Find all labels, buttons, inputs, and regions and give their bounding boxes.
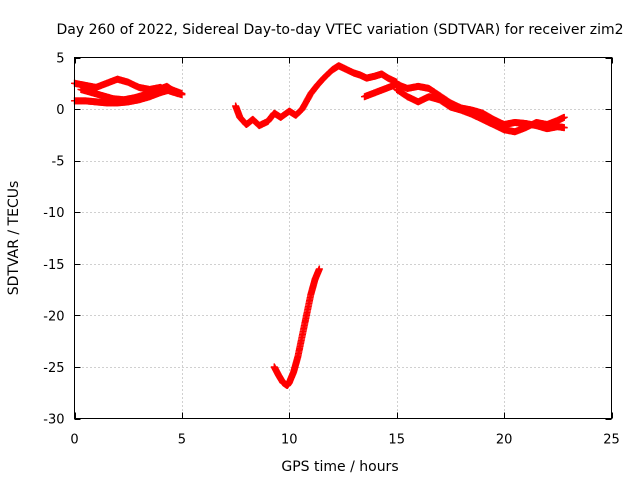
y-tick-label: 0 [56, 103, 64, 118]
x-tick-label: 5 [178, 433, 186, 448]
series-track-B [232, 62, 401, 130]
plot-frame [74, 57, 612, 419]
y-tick-label: -10 [43, 206, 64, 221]
data-series [71, 62, 568, 389]
y-tick-label: -30 [43, 413, 64, 428]
x-tick-label: 15 [388, 433, 405, 448]
plus-marker [560, 124, 568, 132]
y-tick-label: -15 [43, 258, 64, 273]
series-track-D [270, 265, 323, 389]
x-axis-label: GPS time / hours [281, 459, 398, 475]
x-tick-label: 10 [281, 433, 298, 448]
x-tick-label: 0 [70, 433, 78, 448]
plus-marker [315, 265, 323, 273]
x-tick-label: 25 [603, 433, 620, 448]
x-tick-label: 20 [496, 433, 513, 448]
y-axis-label: SDTVAR / TECUs [6, 181, 22, 296]
y-tick-label: -20 [43, 309, 64, 324]
axis-ticks: 0 5 10 15 20 25 5 0 -5 -10 -15 -20 -25 -30 [43, 52, 620, 448]
y-tick-label: -5 [52, 155, 65, 170]
y-tick-label: 5 [56, 52, 64, 67]
series-track-C-lower [393, 85, 568, 136]
plus-marker [174, 90, 182, 98]
y-tick-label: -25 [43, 361, 64, 376]
chart-title: Day 260 of 2022, Sidereal Day-to-day VTE… [57, 22, 624, 38]
series-track-A-middle [77, 82, 182, 104]
plus-marker [560, 113, 568, 121]
grid-lines [74, 57, 612, 419]
